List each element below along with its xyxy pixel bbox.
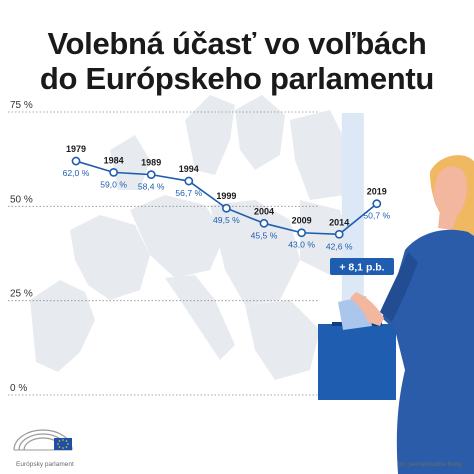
change-callout-box — [330, 258, 394, 275]
europe-map-background — [30, 95, 350, 380]
data-label: 50,7 % — [363, 211, 390, 221]
x-tick-label: 1989 — [141, 158, 161, 168]
change-callout-label: + 8,1 p.b. — [339, 262, 384, 274]
organization-name: Európsky parlament — [16, 461, 74, 468]
data-point — [109, 167, 118, 177]
turnout-series: 1979 62,0 % 1984 59,0 % 1989 58,4 % 1994 56,7 %… — [63, 144, 391, 251]
data-point — [259, 218, 269, 228]
data-label: 62,0 % — [63, 168, 90, 178]
data-point — [71, 156, 81, 166]
x-tick-label: 2004 — [254, 206, 274, 216]
x-tick-label: 1979 — [66, 144, 86, 154]
y-axis-tick-labels: 75 % 50 % 25 % 0 % — [10, 100, 33, 394]
data-label: 56,7 % — [175, 188, 202, 198]
data-point — [221, 203, 231, 213]
page-title: Volebná účasť vo voľbách do Európskeho p… — [0, 26, 474, 96]
footnote: pb: percentuálne body — [397, 461, 462, 468]
data-point — [334, 229, 344, 239]
data-label: 49,5 % — [213, 215, 240, 225]
page-title-line-1: Volebná účasť vo voľbách — [47, 26, 427, 61]
data-point — [146, 170, 156, 180]
european-parliament-logo-icon — [13, 429, 73, 451]
x-tick-label: 2014 — [329, 217, 349, 227]
x-tick-label: 2019 — [367, 187, 387, 197]
data-point — [297, 228, 306, 238]
data-point — [184, 176, 194, 186]
data-label: 42,6 % — [326, 241, 353, 251]
change-callout: + 8,1 p.b. — [330, 258, 394, 275]
y-tick-label: 0 % — [10, 383, 27, 394]
data-point — [372, 199, 382, 209]
y-tick-label: 75 % — [10, 100, 33, 111]
x-tick-label: 1984 — [104, 155, 124, 165]
data-label: 45,5 % — [251, 230, 278, 240]
x-tick-label: 2009 — [292, 216, 312, 226]
woman-voter-illustration — [350, 155, 474, 474]
page-title-line-2: do Európskeho parlamentu — [39, 61, 435, 96]
x-tick-label: 1999 — [216, 191, 236, 201]
data-label: 59,0 % — [100, 179, 127, 189]
ballot-box — [318, 324, 396, 400]
gridlines — [8, 111, 318, 396]
data-label: 58,4 % — [138, 182, 165, 192]
footer: Európsky parlament pb: percentuálne body — [0, 420, 474, 474]
y-tick-label: 50 % — [10, 194, 33, 205]
x-tick-label: 1994 — [179, 164, 199, 174]
data-label: 43,0 % — [288, 240, 315, 250]
y-tick-label: 25 % — [10, 289, 33, 300]
